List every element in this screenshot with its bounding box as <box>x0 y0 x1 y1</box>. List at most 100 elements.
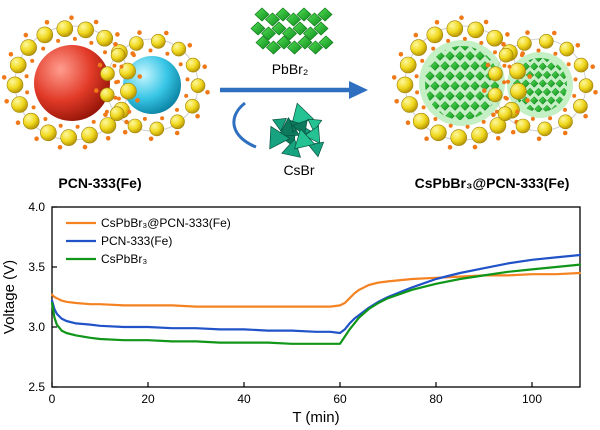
linker-cluster-dot <box>433 117 438 121</box>
nanocrystal-cube <box>460 46 470 51</box>
csbr-polyhedron <box>307 118 323 133</box>
yellow-sphere <box>498 47 514 63</box>
legend-label: PCN-333(Fe) <box>101 234 172 248</box>
linker-cluster-dot <box>58 123 63 128</box>
yellow-sphere <box>9 56 27 74</box>
linker-cluster-dot <box>185 77 190 82</box>
nanocrystal-cube <box>465 51 475 61</box>
linker-cluster-dot <box>24 74 29 79</box>
linker-cluster-dot <box>573 77 578 82</box>
linker-cluster-dot <box>447 145 453 150</box>
nanocrystal-cube <box>445 91 455 101</box>
linker-cluster-dot <box>481 119 486 124</box>
yellow-sphere <box>185 57 201 73</box>
linker-cluster-dot <box>495 136 501 141</box>
pbbr2-octahedron <box>318 35 334 50</box>
linker-cluster-dot <box>482 88 487 93</box>
linker-cluster-dot <box>431 46 436 51</box>
nanocrystal-cube <box>470 61 480 71</box>
yellow-sphere <box>471 126 488 144</box>
pbbr2-octahedron <box>260 26 277 41</box>
yellow-sphere <box>558 114 573 130</box>
yellow-sphere <box>99 117 117 134</box>
nanocrystal-cube <box>460 61 470 71</box>
linker-cluster-dot <box>525 98 530 103</box>
linker-cluster-dot <box>391 75 397 80</box>
series-line-1 <box>50 271 582 308</box>
linker-cluster-dot <box>502 63 507 68</box>
x-tick-label: 100 <box>522 392 542 406</box>
linker-cluster-dot <box>507 64 512 69</box>
linker-cluster-dot <box>415 90 420 95</box>
yellow-sphere <box>56 20 74 38</box>
nanocrystal-cube <box>475 51 485 61</box>
linker-cluster-dot <box>94 88 99 93</box>
linker-cluster-dot <box>446 38 451 43</box>
csbr-polyhedron <box>293 128 316 150</box>
x-tick-label: 40 <box>237 392 251 406</box>
linker-cluster-dot <box>504 96 509 101</box>
nanocrystal-cube <box>425 81 430 91</box>
nanocrystal-cube <box>538 62 547 71</box>
linker-cluster-dot <box>566 62 571 67</box>
yellow-sphere <box>450 129 468 146</box>
yellow-sphere <box>573 98 588 114</box>
yellow-sphere <box>20 39 37 56</box>
linker-cluster-dot <box>501 41 506 47</box>
linker-cluster-dot <box>178 62 183 67</box>
legend-label: CsPbBr₃ <box>101 252 147 266</box>
linker-cluster-dot <box>202 64 207 69</box>
linker-cluster-dot <box>31 105 36 110</box>
nanocrystal-cube <box>425 71 435 81</box>
linker-cluster-dot <box>82 144 88 150</box>
linker-cluster-dot <box>103 112 108 118</box>
linker-cluster-dot <box>205 90 210 95</box>
linker-cluster-dot <box>398 52 404 57</box>
linker-cluster-dot <box>103 50 107 55</box>
series-line-3 <box>50 263 582 345</box>
yellow-sphere <box>190 78 206 93</box>
csbr-polyhedron <box>269 125 291 150</box>
linker-cluster-dot <box>175 107 179 112</box>
nanocrystal-cube <box>430 81 440 91</box>
yellow-sphere <box>40 124 57 142</box>
csbr-polyhedron <box>272 117 287 132</box>
nanocrystal-cube <box>530 79 539 88</box>
linker-cluster-dot <box>195 113 200 119</box>
yellow-sphere <box>399 56 417 74</box>
linker-cluster-dot <box>116 96 121 101</box>
yellow-sphere <box>412 112 430 130</box>
linker-cluster-dot <box>119 64 124 69</box>
linker-cluster-dot <box>142 116 147 121</box>
linker-cluster-dot <box>137 74 142 79</box>
linker-cluster-dot <box>105 136 111 141</box>
linker-cluster-dot <box>462 36 467 41</box>
nanocrystal-cube <box>450 61 460 71</box>
linker-cluster-dot <box>57 145 63 150</box>
series-line-2 <box>50 253 582 335</box>
yellow-sphere <box>127 118 143 134</box>
nanocrystal-cube <box>475 91 485 101</box>
nanocrystal-cube <box>542 70 552 80</box>
pbbr2-octahedron <box>297 35 313 50</box>
linker-cluster-dot <box>530 116 535 121</box>
linker-cluster-dot <box>148 48 153 53</box>
yellow-sphere <box>517 36 532 51</box>
linker-cluster-dot <box>44 20 50 25</box>
yellow-sphere <box>170 114 185 130</box>
nanocrystal-cube <box>450 46 460 51</box>
linker-cluster-dot <box>536 48 541 53</box>
linker-cluster-dot <box>174 130 180 136</box>
linker-cluster-dot <box>23 32 29 38</box>
nanocrystal-cube <box>555 79 564 88</box>
voltage-chart: 0 20 40 60 80 100 2.5 3.0 3.5 4.0 T (min) Voltage (… <box>1 200 582 426</box>
nanocrystal-cube <box>547 79 556 88</box>
pbbr2-octahedron <box>285 12 302 27</box>
linker-cluster-dot <box>519 53 524 58</box>
yellow-sphere <box>510 82 527 100</box>
linker-cluster-dot <box>420 58 425 63</box>
yellow-sphere <box>171 41 187 57</box>
yellow-sphere <box>129 36 144 51</box>
linker-cluster-dot <box>137 30 142 35</box>
